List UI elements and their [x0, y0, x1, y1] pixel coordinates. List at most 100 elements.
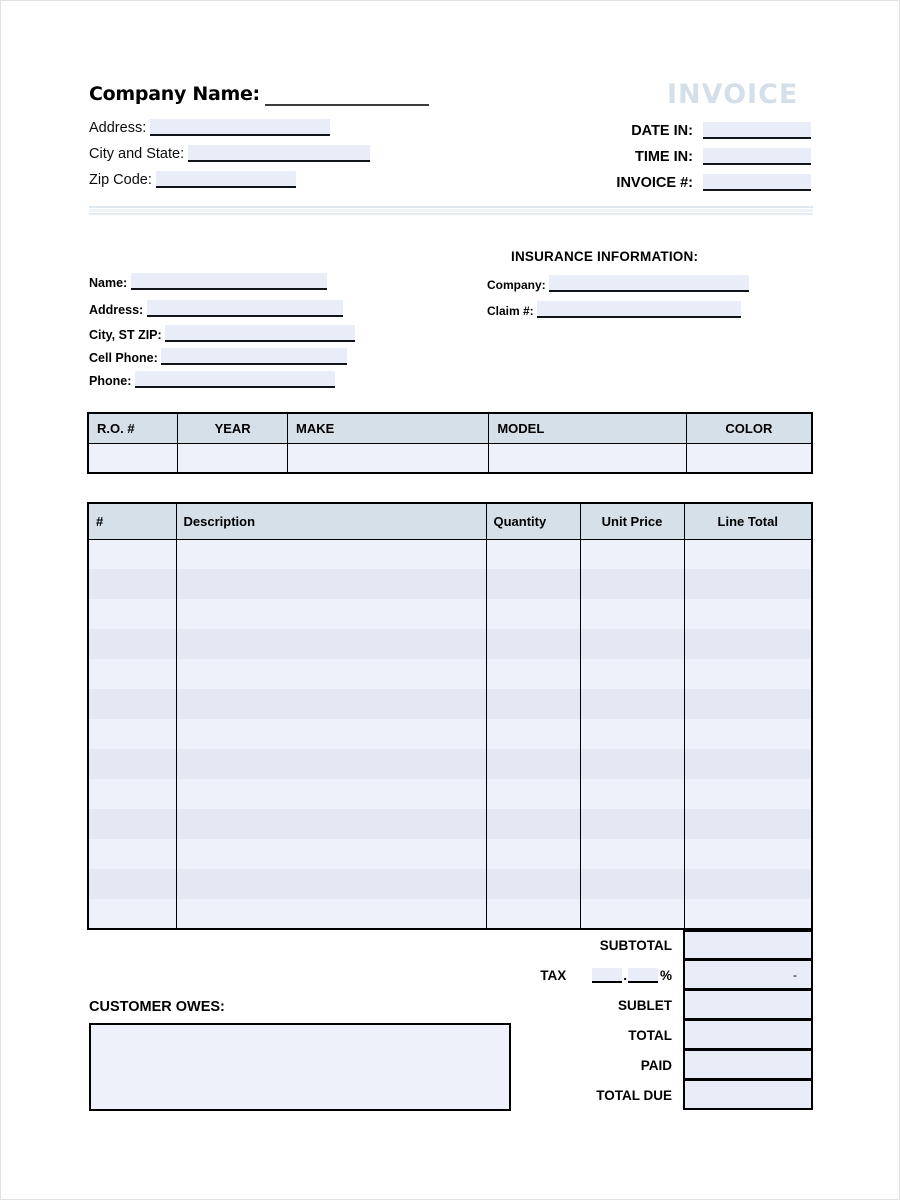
customer-field-cell-phone[interactable]: Cell Phone: — [89, 348, 348, 365]
items-cell-quantity[interactable] — [485, 599, 581, 629]
date-in-input[interactable] — [703, 122, 811, 139]
table-row[interactable] — [87, 749, 813, 779]
tax-percent-whole-input[interactable] — [592, 967, 623, 983]
items-cell-line-total[interactable] — [683, 629, 813, 659]
table-row[interactable] — [87, 779, 813, 809]
items-cell-number[interactable] — [87, 719, 177, 749]
items-cell-description[interactable] — [175, 719, 487, 749]
customer-owes-box[interactable] — [89, 1023, 511, 1111]
company-name-input[interactable] — [264, 92, 429, 106]
items-cell-description[interactable] — [175, 839, 487, 869]
items-cell-quantity[interactable] — [485, 719, 581, 749]
insurance-claim-number-input[interactable] — [537, 301, 742, 318]
customer-address-input[interactable] — [146, 300, 343, 317]
items-cell-unit-price[interactable] — [579, 659, 685, 689]
header-field-zip[interactable]: Zip Code: — [89, 171, 296, 188]
tax-percent-decimal-input[interactable] — [627, 967, 658, 983]
customer-phone-input[interactable] — [134, 371, 335, 388]
insurance-company-input[interactable] — [549, 275, 750, 292]
vehicle-table-row[interactable] — [87, 442, 813, 474]
vehicle-cell-ro[interactable] — [87, 442, 179, 474]
table-row[interactable] — [87, 809, 813, 839]
items-cell-quantity[interactable] — [485, 689, 581, 719]
items-cell-line-total[interactable] — [683, 809, 813, 839]
items-cell-description[interactable] — [175, 569, 487, 599]
items-cell-unit-price[interactable] — [579, 869, 685, 899]
items-cell-line-total[interactable] — [683, 839, 813, 869]
items-cell-line-total[interactable] — [683, 869, 813, 899]
items-cell-unit-price[interactable] — [579, 689, 685, 719]
table-row[interactable] — [87, 839, 813, 869]
items-cell-quantity[interactable] — [485, 839, 581, 869]
items-cell-description[interactable] — [175, 899, 487, 930]
items-cell-number[interactable] — [87, 629, 177, 659]
total-value[interactable] — [683, 1020, 813, 1050]
table-row[interactable] — [87, 869, 813, 899]
items-cell-line-total[interactable] — [683, 539, 813, 569]
tax-value[interactable]: - — [683, 960, 813, 990]
items-cell-line-total[interactable] — [683, 719, 813, 749]
header-field-date-in[interactable]: DATE IN: — [631, 122, 811, 139]
items-cell-quantity[interactable] — [485, 809, 581, 839]
items-cell-line-total[interactable] — [683, 659, 813, 689]
items-cell-number[interactable] — [87, 569, 177, 599]
company-name-field[interactable]: Company Name: — [89, 83, 429, 106]
items-cell-line-total[interactable] — [683, 569, 813, 599]
vehicle-cell-color[interactable] — [685, 442, 813, 474]
vehicle-cell-model[interactable] — [488, 442, 687, 474]
paid-value[interactable] — [683, 1050, 813, 1080]
header-field-invoice-number[interactable]: INVOICE #: — [616, 174, 811, 191]
items-cell-number[interactable] — [87, 689, 177, 719]
table-row[interactable] — [87, 629, 813, 659]
table-row[interactable] — [87, 689, 813, 719]
customer-field-name[interactable]: Name: — [89, 273, 327, 290]
customer-name-input[interactable] — [130, 273, 327, 290]
items-cell-number[interactable] — [87, 839, 177, 869]
items-cell-quantity[interactable] — [485, 749, 581, 779]
items-cell-quantity[interactable] — [485, 869, 581, 899]
items-cell-unit-price[interactable] — [579, 899, 685, 930]
items-cell-line-total[interactable] — [683, 899, 813, 930]
items-cell-number[interactable] — [87, 539, 177, 569]
items-cell-unit-price[interactable] — [579, 569, 685, 599]
header-field-city-state[interactable]: City and State: — [89, 145, 371, 162]
items-cell-unit-price[interactable] — [579, 839, 685, 869]
header-field-time-in[interactable]: TIME IN: — [635, 148, 811, 165]
customer-cell-phone-input[interactable] — [161, 348, 348, 365]
items-cell-quantity[interactable] — [485, 899, 581, 930]
vehicle-cell-make[interactable] — [287, 442, 490, 474]
items-cell-quantity[interactable] — [485, 659, 581, 689]
items-cell-line-total[interactable] — [683, 689, 813, 719]
invoice-number-input[interactable] — [703, 174, 811, 191]
header-address-input[interactable] — [150, 119, 331, 136]
items-cell-unit-price[interactable] — [579, 749, 685, 779]
table-row[interactable] — [87, 719, 813, 749]
time-in-input[interactable] — [703, 148, 811, 165]
items-cell-unit-price[interactable] — [579, 629, 685, 659]
insurance-field-claim-number[interactable]: Claim #: — [487, 301, 742, 318]
items-cell-line-total[interactable] — [683, 749, 813, 779]
items-cell-line-total[interactable] — [683, 779, 813, 809]
items-cell-number[interactable] — [87, 659, 177, 689]
sublet-value[interactable] — [683, 990, 813, 1020]
customer-city-st-zip-input[interactable] — [165, 325, 356, 342]
items-cell-description[interactable] — [175, 689, 487, 719]
items-cell-description[interactable] — [175, 869, 487, 899]
items-cell-description[interactable] — [175, 629, 487, 659]
items-cell-quantity[interactable] — [485, 539, 581, 569]
customer-field-city-st-zip[interactable]: City, ST ZIP: — [89, 325, 356, 342]
items-cell-number[interactable] — [87, 809, 177, 839]
items-cell-quantity[interactable] — [485, 779, 581, 809]
vehicle-cell-year[interactable] — [177, 442, 289, 474]
header-zip-input[interactable] — [155, 171, 296, 188]
items-cell-description[interactable] — [175, 659, 487, 689]
items-cell-number[interactable] — [87, 599, 177, 629]
items-cell-quantity[interactable] — [485, 569, 581, 599]
header-field-address[interactable]: Address: — [89, 119, 331, 136]
table-row[interactable] — [87, 599, 813, 629]
items-cell-unit-price[interactable] — [579, 539, 685, 569]
items-cell-number[interactable] — [87, 779, 177, 809]
items-cell-line-total[interactable] — [683, 599, 813, 629]
customer-field-phone[interactable]: Phone: — [89, 371, 335, 388]
table-row[interactable] — [87, 659, 813, 689]
